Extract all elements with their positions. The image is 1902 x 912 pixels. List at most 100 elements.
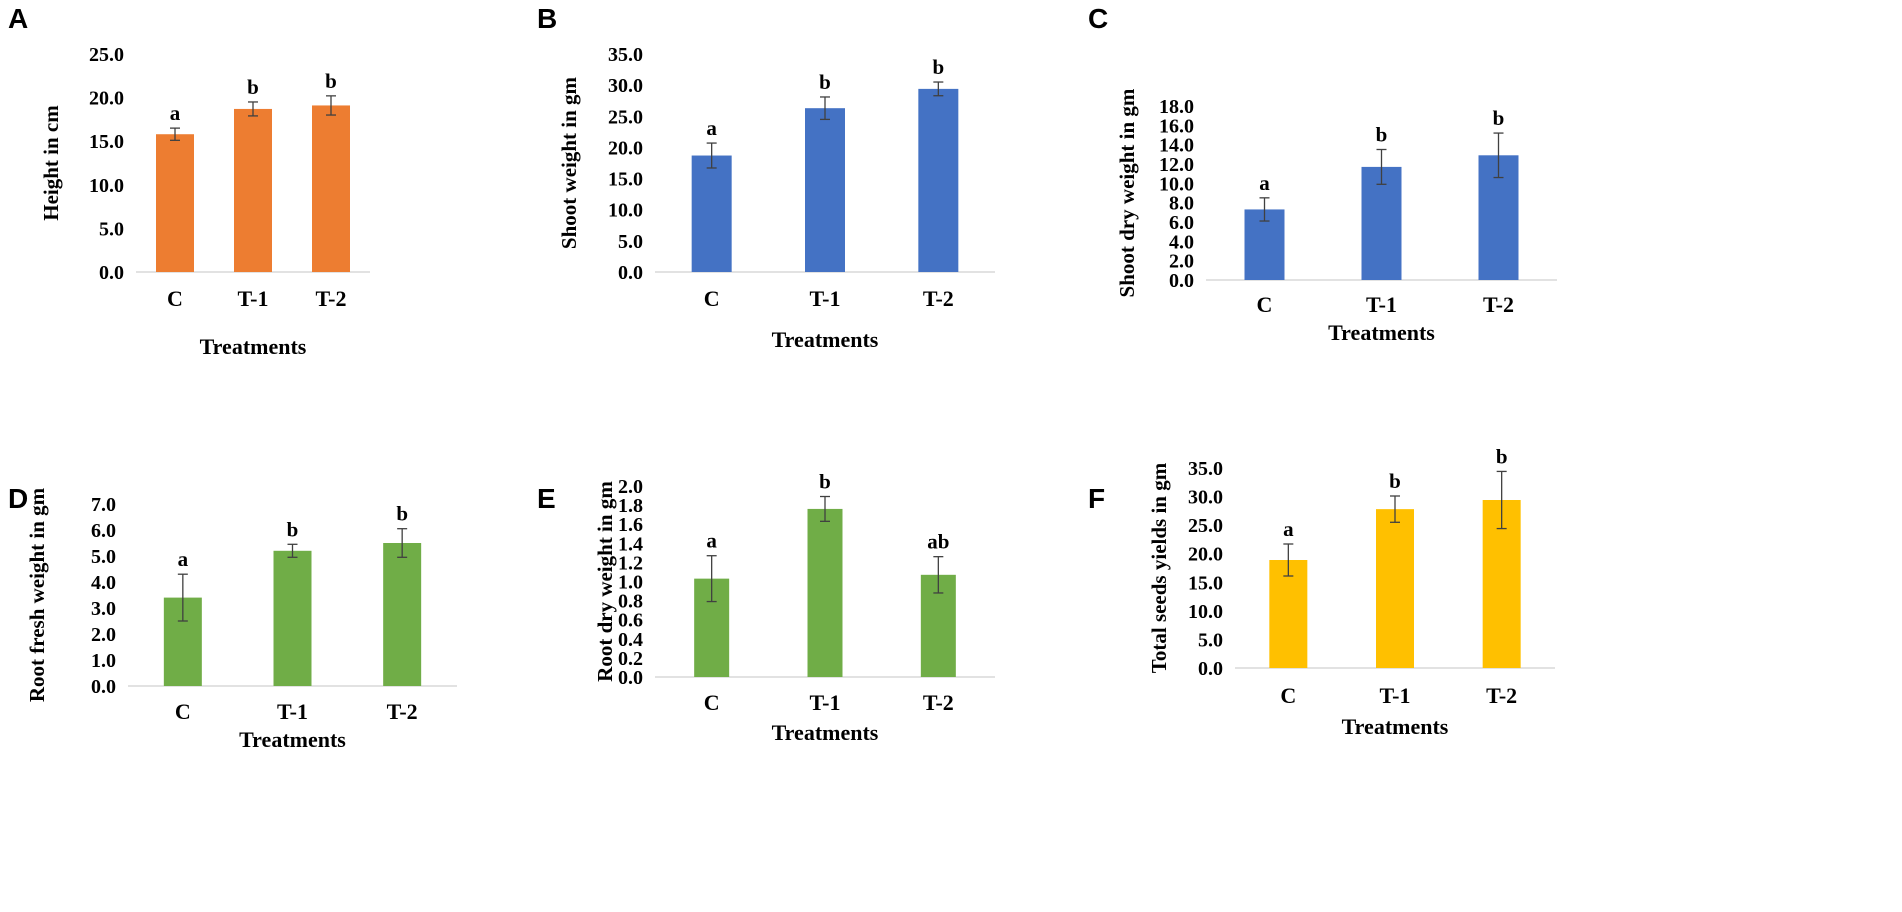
significance-label: ab xyxy=(927,530,949,554)
y-tick-label: 20.0 xyxy=(608,137,643,159)
bar-c-t-1 xyxy=(1361,166,1402,280)
y-tick-label: 5.0 xyxy=(99,218,124,240)
panel-label-f: F xyxy=(1088,483,1105,514)
bar-a-c xyxy=(156,134,194,272)
bar-f-c xyxy=(1269,560,1308,668)
y-tick-label: 10.0 xyxy=(89,175,124,197)
x-tick-label: T-2 xyxy=(923,286,954,311)
y-tick-label: 18.0 xyxy=(1159,96,1194,118)
y-tick-label: 15.0 xyxy=(1188,572,1223,594)
significance-label: b xyxy=(247,75,259,99)
x-tick-label: T-2 xyxy=(1483,292,1514,317)
bar-b-t-2 xyxy=(918,88,959,272)
x-tick-label: T-1 xyxy=(1380,683,1411,708)
panel-f: F 0.0 5.0 10.0 15.0 20.0 25.0 30.0 35.0 a Cb T-1 b T-… xyxy=(1088,444,1555,739)
panel-label-b: B xyxy=(537,3,557,34)
significance-label: a xyxy=(706,116,717,140)
y-tick-label: 10.0 xyxy=(1188,601,1223,623)
y-tick-label: 1.4 xyxy=(618,533,643,555)
y-tick-label: 4.0 xyxy=(91,572,116,594)
y-axis-title: Shoot dry weight in gm xyxy=(1115,88,1139,297)
panel-c: C 0.02.04.06.08.010.012.014.016.018.0 a Cb T… xyxy=(1088,3,1557,345)
panel-e: E 0.00.20.40.60.81.01.21.41.61.82.0 a Cb T-1… xyxy=(537,470,995,745)
y-tick-label: 15.0 xyxy=(608,169,643,191)
y-tick-label: 35.0 xyxy=(1188,458,1223,480)
y-axis-title: Total seeds yields in gm xyxy=(1147,462,1171,673)
significance-label: b xyxy=(325,69,337,93)
x-tick-label: T-1 xyxy=(810,690,841,715)
y-tick-label: 5.0 xyxy=(1198,629,1223,651)
significance-label: b xyxy=(1376,123,1388,147)
x-tick-label: C xyxy=(1280,683,1296,708)
y-tick-label: 0.4 xyxy=(618,629,643,651)
significance-label: b xyxy=(287,517,299,541)
y-tick-label: 30.0 xyxy=(1188,487,1223,509)
x-tick-label: C xyxy=(167,286,183,311)
x-tick-label: T-2 xyxy=(923,690,954,715)
significance-label: b xyxy=(1389,469,1401,493)
y-tick-label: 10.0 xyxy=(1159,173,1194,195)
significance-label: a xyxy=(1283,517,1294,541)
bar-b-c xyxy=(691,155,732,272)
significance-label: a xyxy=(1259,171,1270,195)
x-tick-label: C xyxy=(175,699,191,724)
y-tick-label: 0.0 xyxy=(1198,658,1223,680)
y-tick-label: 25.0 xyxy=(89,44,124,66)
y-tick-label: 0.2 xyxy=(618,648,643,670)
y-tick-label: 6.0 xyxy=(1169,212,1194,234)
bar-a-t-2 xyxy=(312,105,350,272)
bar-a-t-1 xyxy=(234,108,272,272)
x-axis-title: Treatments xyxy=(1342,714,1449,739)
significance-label: a xyxy=(178,547,189,571)
y-tick-label: 1.0 xyxy=(618,572,643,594)
significance-label: b xyxy=(1496,444,1508,468)
panel-b: B 0.0 5.0 10.0 15.0 20.0 25.0 30.0 35.0 a Cb T-1 b T-… xyxy=(537,3,995,352)
x-axis-title: Treatments xyxy=(772,720,879,745)
y-axis-title: Shoot weight in gm xyxy=(557,76,581,249)
y-tick-label: 8.0 xyxy=(1169,193,1194,215)
y-tick-label: 0.0 xyxy=(91,676,116,698)
panel-label-c: C xyxy=(1088,3,1108,34)
bar-b-t-1 xyxy=(805,108,845,272)
y-tick-label: 0.8 xyxy=(618,591,643,613)
x-axis-title: Treatments xyxy=(1328,320,1435,345)
x-tick-label: T-1 xyxy=(238,286,269,311)
significance-label: a xyxy=(170,101,181,125)
bar-d-t-1 xyxy=(273,550,312,686)
y-tick-label: 5.0 xyxy=(91,546,116,568)
panel-label-e: E xyxy=(537,483,556,514)
panel-label-d: D xyxy=(8,483,28,514)
y-tick-label: 35.0 xyxy=(608,44,643,66)
panel-label-a: A xyxy=(8,3,28,34)
y-tick-label: 0.0 xyxy=(618,262,643,284)
y-tick-label: 7.0 xyxy=(91,494,116,516)
x-tick-label: T-2 xyxy=(387,699,418,724)
bar-e-t-1 xyxy=(807,508,843,677)
y-tick-label: 30.0 xyxy=(608,75,643,97)
y-tick-label: 4.0 xyxy=(1169,231,1194,253)
y-tick-label: 15.0 xyxy=(89,131,124,153)
y-tick-label: 0.0 xyxy=(99,262,124,284)
y-tick-label: 16.0 xyxy=(1159,115,1194,137)
y-tick-label: 3.0 xyxy=(91,598,116,620)
y-axis-title: Root fresh weight in gm xyxy=(25,487,49,702)
significance-label: b xyxy=(819,70,831,94)
x-tick-label: C xyxy=(704,690,720,715)
y-tick-label: 2.0 xyxy=(618,476,643,498)
y-tick-label: 1.0 xyxy=(91,650,116,672)
y-tick-label: 10.0 xyxy=(608,200,643,222)
x-tick-label: T-2 xyxy=(316,286,347,311)
x-tick-label: T-2 xyxy=(1486,683,1517,708)
y-tick-label: 25.0 xyxy=(608,106,643,128)
y-tick-label: 0.6 xyxy=(618,610,643,632)
panel-a: A 0.0 5.0 10.0 15.0 20.0 25.0 a Cb T-1 b T-2 Treatme… xyxy=(8,3,370,359)
significance-label: b xyxy=(1493,106,1505,130)
x-tick-label: C xyxy=(1257,292,1273,317)
panel-d: D 0.0 1.0 2.0 3.0 4.0 5.0 6.0 7.0 a Cb T-1 b T-2 Treat… xyxy=(8,483,457,752)
y-axis-title: Height in cm xyxy=(39,105,63,221)
y-tick-label: 1.2 xyxy=(618,552,643,574)
x-tick-label: T-1 xyxy=(810,286,841,311)
significance-label: b xyxy=(819,470,831,494)
significance-label: a xyxy=(706,529,717,553)
